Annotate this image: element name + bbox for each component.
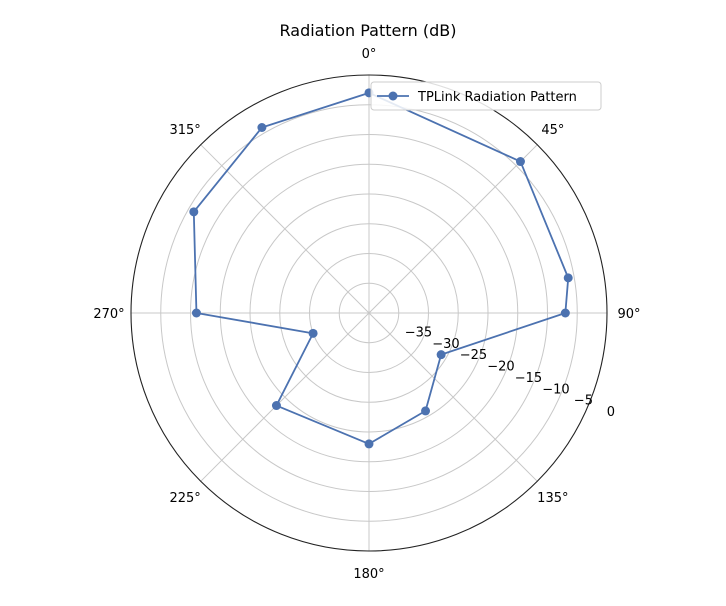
polar-grid [130,74,608,552]
data-point [308,328,318,338]
r-tick-label: −30 [432,337,459,352]
theta-tick-label: 225° [169,491,200,506]
data-point [257,122,267,132]
polar-spine [130,74,608,552]
data-point [271,401,281,411]
theta-tick-label: 270° [93,307,124,322]
data-point [436,350,446,360]
data-point [560,308,570,318]
series-line [192,91,570,445]
legend: TPLink Radiation Pattern [370,81,602,111]
theta-tick-label: 45° [541,123,564,138]
data-point [364,439,374,449]
r-tick-label: −15 [515,371,542,386]
legend-box [370,81,602,111]
series-layer [189,88,573,449]
legend-marker-swatch [388,91,398,101]
theta-tick-label: 315° [169,123,200,138]
legend-label: TPLink Radiation Pattern [417,90,577,105]
r-tick-label: −5 [574,394,593,409]
theta-tick-labels: 0° 45° 90° 135° 180° 225° 270° 315° [93,47,640,582]
angular-gridline [368,144,538,314]
r-tick-label: −25 [460,348,487,363]
chart-title: Radiation Pattern (dB) [280,21,457,40]
angular-gridline [368,312,538,482]
r-tick-label: −35 [405,325,432,340]
theta-tick-label: 180° [353,567,384,582]
data-point [515,157,525,167]
data-point [189,207,199,217]
r-tick-label: 0 [607,405,615,420]
theta-tick-label: 90° [617,307,640,322]
r-tick-label: −10 [542,382,569,397]
angular-gridline [200,312,370,482]
theta-tick-label: 135° [537,491,568,506]
data-point [563,273,573,283]
data-point [191,308,201,318]
r-tick-label: −20 [487,360,514,375]
angular-gridline [200,144,370,314]
data-point [421,406,431,416]
r-tick-labels: −35−30−25−20−15−10 −5 0 [405,325,615,420]
theta-tick-label: 0° [362,47,377,62]
